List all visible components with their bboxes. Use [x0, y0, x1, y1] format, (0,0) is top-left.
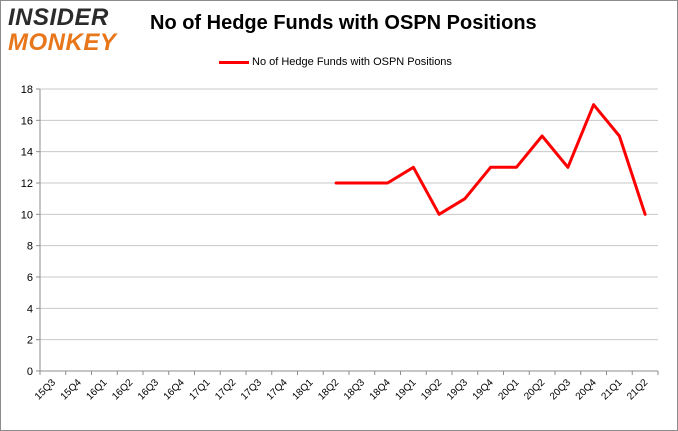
x-tick-label: 21Q1 [599, 377, 624, 402]
x-tick-label: 17Q4 [265, 377, 290, 402]
x-tick-label: 15Q3 [33, 377, 58, 402]
insider-monkey-logo: INSIDER MONKEY [8, 2, 126, 56]
y-tick-label: 2 [27, 335, 33, 347]
logo-line-1: INSIDER [8, 4, 109, 31]
x-tick-label: 20Q3 [548, 377, 573, 402]
x-tick-label: 18Q4 [368, 377, 393, 402]
x-tick-label: 16Q3 [136, 377, 161, 402]
x-tick-label: 21Q2 [625, 377, 650, 402]
x-tick-label: 17Q1 [187, 377, 212, 402]
x-tick-label: 15Q4 [59, 377, 84, 402]
x-axis-ticks: 15Q3 15Q4 16Q1 16Q2 16Q3 16Q4 17Q1 17Q2 17Q3 17Q4… [33, 371, 659, 402]
y-tick-label: 8 [27, 241, 33, 253]
y-tick-label: 6 [27, 272, 33, 284]
y-tick-label: 0 [27, 366, 33, 378]
chart-legend: No of Hedge Funds with OSPN Positions [219, 54, 452, 70]
y-tick-label: 18 [21, 84, 33, 96]
axes [39, 89, 658, 372]
grid-lines [40, 88, 658, 341]
x-tick-label: 19Q2 [419, 377, 444, 402]
legend-swatch [219, 60, 249, 64]
x-tick-label: 20Q4 [574, 377, 599, 402]
x-tick-label: 16Q2 [110, 377, 135, 402]
chart-title: No of Hedge Funds with OSPN Positions [150, 12, 537, 34]
logo-line-2: MONKEY [8, 29, 117, 56]
x-tick-label: 19Q1 [393, 377, 418, 402]
x-tick-label: 16Q1 [84, 377, 109, 402]
y-tick-label: 4 [27, 303, 33, 315]
y-tick-label: 16 [21, 115, 33, 127]
x-tick-label: 20Q1 [496, 377, 521, 402]
legend-label: No of Hedge Funds with OSPN Positions [252, 56, 452, 68]
x-tick-label: 18Q1 [290, 377, 315, 402]
x-tick-label: 17Q2 [213, 377, 238, 402]
x-tick-label: 19Q3 [445, 377, 470, 402]
x-tick-label: 18Q3 [342, 377, 367, 402]
y-tick-label: 10 [21, 209, 33, 221]
series-layer [334, 103, 647, 216]
x-tick-label: 20Q2 [522, 377, 547, 402]
y-tick-label: 14 [21, 147, 33, 159]
y-tick-label: 12 [21, 178, 33, 190]
x-tick-label: 18Q2 [316, 377, 341, 402]
x-tick-label: 16Q4 [162, 377, 187, 402]
series-line [334, 103, 647, 216]
y-axis-ticks: 0 2 4 6 8 10 12 14 16 18 [21, 84, 40, 378]
x-tick-label: 19Q4 [471, 377, 496, 402]
x-tick-label: 17Q3 [239, 377, 264, 402]
